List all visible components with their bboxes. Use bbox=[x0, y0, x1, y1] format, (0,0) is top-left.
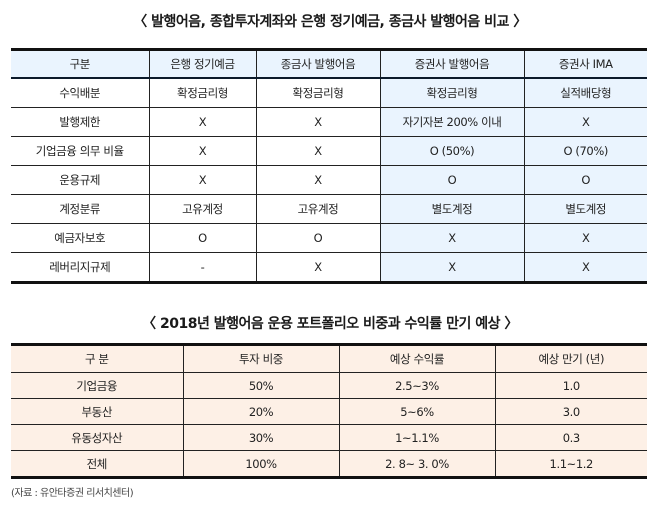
row-label: 예금자보호 bbox=[11, 223, 149, 253]
table-row: 운용규제 X X O O bbox=[11, 165, 647, 195]
table-cell: 100% bbox=[182, 450, 339, 478]
table-cell: - bbox=[148, 252, 256, 283]
table-cell: O bbox=[148, 223, 256, 253]
table-cell: O (70%) bbox=[523, 136, 647, 166]
table-row: 부동산 20% 5~6% 3.0 bbox=[11, 398, 647, 425]
table-cell: X bbox=[148, 107, 256, 137]
comparison-table-title: 〈 발행어음, 종합투자계좌와 은행 정기예금, 종금사 발행어음 비교 〉 bbox=[133, 14, 527, 30]
column-header: 증권사 발행어음 bbox=[379, 49, 524, 79]
table-cell: 0.3 bbox=[494, 424, 647, 451]
column-header: 구분 bbox=[11, 49, 149, 79]
table-cell: 자기자본 200% 이내 bbox=[379, 107, 524, 137]
table-cell: 3.0 bbox=[494, 398, 647, 425]
table-cell: 고유계정 bbox=[148, 194, 256, 224]
table-cell: O bbox=[379, 165, 524, 195]
table-cell: 확정금리형 bbox=[255, 78, 380, 108]
table-row: 예금자보호 O O X X bbox=[11, 223, 647, 253]
table-cell: O bbox=[523, 165, 647, 195]
table-row: 수익배분 확정금리형 확정금리형 확정금리형 실적배당형 bbox=[11, 78, 647, 108]
table-header-row: 구 분 투자 비중 예상 수익률 예상 만기 (년) bbox=[11, 344, 647, 373]
row-label: 전체 bbox=[11, 450, 183, 478]
row-label: 레버리지규제 bbox=[11, 252, 149, 283]
row-label: 유동성자산 bbox=[11, 424, 183, 451]
column-header: 은행 정기예금 bbox=[148, 49, 256, 79]
table-row: 기업금융 50% 2.5~3% 1.0 bbox=[11, 372, 647, 399]
table-cell: 50% bbox=[182, 372, 339, 399]
table-cell: 20% bbox=[182, 398, 339, 425]
source-note: (자료 : 유안타증권 리서치센터) bbox=[11, 488, 134, 499]
column-header: 투자 비중 bbox=[182, 344, 339, 373]
table-cell: 2.5~3% bbox=[338, 372, 495, 399]
column-header: 구 분 bbox=[11, 344, 183, 373]
row-label: 부동산 bbox=[11, 398, 183, 425]
row-label: 계정분류 bbox=[11, 194, 149, 224]
product-comparison-table: 구분 은행 정기예금 종금사 발행어음 증권사 발행어음 증권사 IMA 수익배… bbox=[11, 48, 647, 284]
column-header: 증권사 IMA bbox=[523, 49, 647, 79]
portfolio-forecast-table: 구 분 투자 비중 예상 수익률 예상 만기 (년) 기업금융 50% 2.5~… bbox=[11, 343, 647, 479]
table-cell: 확정금리형 bbox=[148, 78, 256, 108]
row-label: 운용규제 bbox=[11, 165, 149, 195]
column-header: 종금사 발행어음 bbox=[255, 49, 380, 79]
portfolio-table-title: 〈 2018년 발행어음 운용 포트폴리오 비중과 수익률 만기 예상 〉 bbox=[142, 316, 518, 332]
table-cell: 고유계정 bbox=[255, 194, 380, 224]
table-cell: X bbox=[255, 252, 380, 283]
row-label: 기업금융 의무 비율 bbox=[11, 136, 149, 166]
table-cell: 실적배당형 bbox=[523, 78, 647, 108]
table-cell: 1.1~1.2 bbox=[494, 450, 647, 478]
table-row: 기업금융 의무 비율 X X O (50%) O (70%) bbox=[11, 136, 647, 166]
table-cell: 별도계정 bbox=[379, 194, 524, 224]
table-cell: X bbox=[523, 223, 647, 253]
column-header: 예상 수익률 bbox=[338, 344, 495, 373]
table-cell: X bbox=[255, 107, 380, 137]
table-cell: 5~6% bbox=[338, 398, 495, 425]
table-cell: O (50%) bbox=[379, 136, 524, 166]
table-cell: X bbox=[148, 165, 256, 195]
table-row: 발행제한 X X 자기자본 200% 이내 X bbox=[11, 107, 647, 137]
table-row: 계정분류 고유계정 고유계정 별도계정 별도계정 bbox=[11, 194, 647, 224]
table-row: 레버리지규제 - X X X bbox=[11, 252, 647, 283]
table-cell: X bbox=[379, 252, 524, 283]
table-cell: 1~1.1% bbox=[338, 424, 495, 451]
row-label: 수익배분 bbox=[59, 86, 101, 100]
table-cell: 1.0 bbox=[494, 372, 647, 399]
table-cell: X bbox=[523, 252, 647, 283]
table-cell: 별도계정 bbox=[523, 194, 647, 224]
table-cell: 2. 8~ 3. 0% bbox=[338, 450, 495, 478]
table-cell: O bbox=[255, 223, 380, 253]
table-cell: X bbox=[255, 165, 380, 195]
table-header-row: 구분 은행 정기예금 종금사 발행어음 증권사 발행어음 증권사 IMA bbox=[11, 49, 647, 79]
table-cell: X bbox=[148, 136, 256, 166]
row-label: 발행제한 bbox=[11, 107, 149, 137]
table-cell: 30% bbox=[182, 424, 339, 451]
table-cell: 확정금리형 bbox=[379, 78, 524, 108]
table-row: 유동성자산 30% 1~1.1% 0.3 bbox=[11, 424, 647, 451]
table-cell: X bbox=[255, 136, 380, 166]
column-header: 예상 만기 (년) bbox=[494, 344, 647, 373]
table-cell: X bbox=[379, 223, 524, 253]
table-cell: X bbox=[523, 107, 647, 137]
row-label: 기업금융 bbox=[76, 378, 118, 393]
table-row: 전체 100% 2. 8~ 3. 0% 1.1~1.2 bbox=[11, 450, 647, 478]
